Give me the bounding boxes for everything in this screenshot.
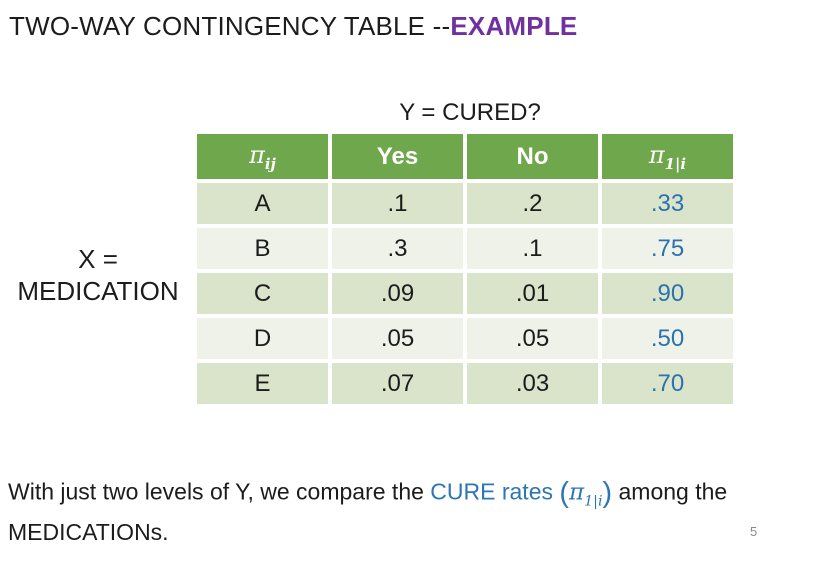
table-row: C .09.01.90	[197, 273, 733, 314]
header-row: πij Yes No π1|i	[197, 134, 733, 179]
table-body: A .1.2.33 B .3.1.75 C .09.01.90 D .05.05.50 E .07…	[197, 183, 733, 404]
row-label-cell: D	[197, 318, 328, 359]
pi-symbol: π	[249, 140, 265, 169]
no-value-cell: .2	[467, 183, 598, 224]
no-value-cell: .03	[467, 363, 598, 404]
yes-value-cell: .3	[332, 228, 463, 269]
row-label-cell: E	[197, 363, 328, 404]
footer-paren-close: )	[602, 477, 613, 509]
header-cell-no: No	[467, 134, 598, 179]
x-variable-label-line2: MEDICATION	[17, 275, 179, 306]
slide-title-main: TWO-WAY CONTINGENCY TABLE --	[9, 11, 451, 41]
x-variable-label: X = MEDICATION	[0, 244, 196, 307]
yes-value-cell: .09	[332, 273, 463, 314]
yes-value-cell: .05	[332, 318, 463, 359]
rate-value-cell: .33	[602, 183, 733, 224]
row-label-cell: B	[197, 228, 328, 269]
pi-cond-subscript: 1|i	[664, 154, 687, 173]
yes-value-cell: .1	[332, 183, 463, 224]
page-number: 5	[750, 524, 758, 539]
no-value-cell: .05	[467, 318, 598, 359]
header-cell-yes: Yes	[332, 134, 463, 179]
header-cell-pi-cond: π1|i	[602, 134, 733, 179]
header-cell-pi-ij: πij	[197, 134, 328, 179]
row-label-cell: A	[197, 183, 328, 224]
rate-value-cell: .70	[602, 363, 733, 404]
table-row: E .07.03.70	[197, 363, 733, 404]
slide-title: TWO-WAY CONTINGENCY TABLE --EXAMPLE	[9, 11, 577, 42]
pi-symbol: π	[648, 140, 665, 169]
table-row: D .05.05.50	[197, 318, 733, 359]
rate-value-cell: .50	[602, 318, 733, 359]
row-label-cell: C	[197, 273, 328, 314]
footer-pi-subscript: 1|i	[584, 493, 603, 510]
footer-paren-open: (	[559, 477, 569, 509]
footer-highlight: CURE rates	[430, 478, 560, 505]
contingency-table: πij Yes No π1|i A .1.2.33 B .3.1.75 C .09.01.…	[193, 130, 737, 408]
contingency-table-header: πij Yes No π1|i	[197, 134, 733, 179]
yes-value-cell: .07	[332, 363, 463, 404]
footer-text-after: among the MEDICATIONs.	[8, 478, 734, 546]
x-variable-label-line1: X =	[78, 244, 118, 274]
pi-symbol: π	[568, 479, 585, 506]
table-row: B .3.1.75	[197, 228, 733, 269]
rate-value-cell: .75	[602, 228, 733, 269]
pi-ij-subscript: ij	[264, 154, 276, 173]
footer-text-before: With just two levels of Y, we compare th…	[8, 478, 431, 505]
table-row: A .1.2.33	[197, 183, 733, 224]
slide-title-highlight: EXAMPLE	[450, 11, 578, 41]
footer-sentence: With just two levels of Y, we compare th…	[8, 472, 786, 550]
no-value-cell: .1	[467, 228, 598, 269]
rate-value-cell: .90	[602, 273, 733, 314]
y-variable-label: Y = CURED?	[399, 99, 541, 126]
no-value-cell: .01	[467, 273, 598, 314]
